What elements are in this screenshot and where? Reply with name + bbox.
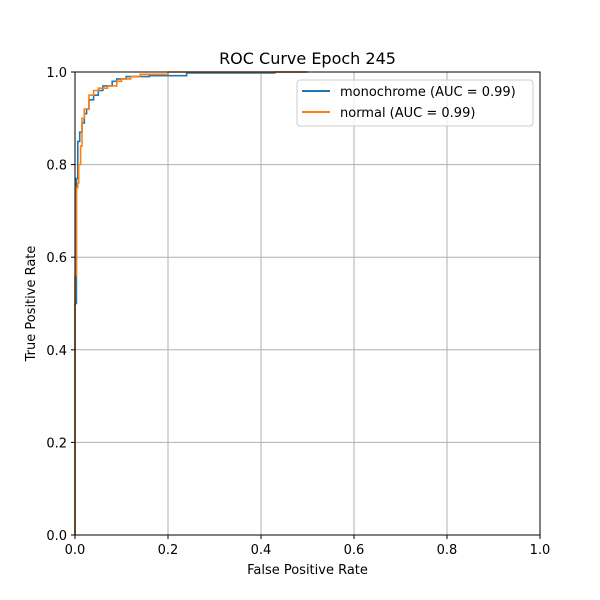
x-tick-label: 0.2 bbox=[158, 543, 179, 558]
x-axis-label: False Positive Rate bbox=[247, 563, 368, 578]
legend-label-monochrome: monochrome (AUC = 0.99) bbox=[340, 85, 516, 100]
y-tick-label: 0.4 bbox=[46, 344, 67, 359]
chart-title: ROC Curve Epoch 245 bbox=[219, 49, 396, 68]
y-tick-label: 0.0 bbox=[46, 529, 67, 544]
x-ticks: 0.0 0.2 0.4 0.6 0.8 1.0 bbox=[65, 535, 551, 558]
y-axis-label: True Positive Rate bbox=[24, 246, 39, 363]
y-ticks: 0.0 0.2 0.4 0.6 0.8 1.0 bbox=[46, 66, 75, 544]
x-tick-label: 1.0 bbox=[530, 543, 551, 558]
series-lines bbox=[74, 71, 308, 535]
grid-lines bbox=[74, 71, 541, 536]
y-tick-label: 1.0 bbox=[46, 66, 67, 81]
y-tick-label: 0.2 bbox=[46, 436, 67, 451]
y-tick-label: 0.8 bbox=[46, 159, 67, 174]
plot-frame bbox=[74, 71, 541, 536]
x-tick-label: 0.8 bbox=[437, 543, 458, 558]
x-tick-label: 0.0 bbox=[65, 543, 86, 558]
legend-box bbox=[296, 79, 534, 127]
legend: monochrome (AUC = 0.99) normal (AUC = 0.… bbox=[296, 79, 534, 127]
y-tick-label: 0.6 bbox=[46, 251, 67, 266]
series-line-monochrome bbox=[74, 71, 308, 535]
x-tick-label: 0.4 bbox=[251, 543, 272, 558]
legend-label-normal: normal (AUC = 0.99) bbox=[340, 106, 475, 121]
x-tick-label: 0.6 bbox=[344, 543, 365, 558]
series-line-normal bbox=[74, 71, 308, 535]
